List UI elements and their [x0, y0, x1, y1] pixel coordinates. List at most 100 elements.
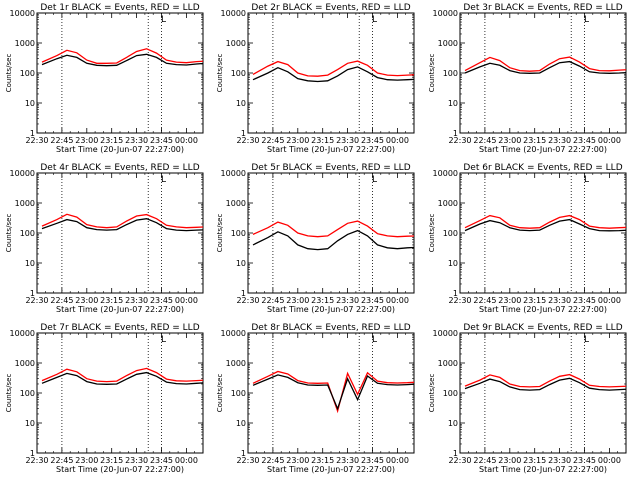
y-tick-label: 10 [448, 419, 458, 428]
series-line-events [41, 371, 203, 385]
corner-marker: L [161, 15, 166, 25]
x-tick-label: 23:45 [573, 136, 596, 145]
x-tick-label: 23:00 [498, 456, 521, 465]
y-tick-label: 10000 [221, 329, 246, 338]
x-tick-label: 00:00 [386, 136, 409, 145]
x-tick-label: 23:15 [311, 136, 334, 145]
x-tick-label: 23:15 [100, 456, 123, 465]
detector-panel: Det 8r BLACK = Events, RED = LLD L 1 10 100 1… [216, 323, 415, 474]
y-tick-label: 1000 [438, 359, 458, 368]
detector-panel: Det 3r BLACK = Events, RED = LLD L 1 10 100 1… [428, 3, 627, 154]
x-tick-label: 23:30 [548, 136, 571, 145]
x-tick-label: 23:15 [311, 296, 334, 305]
x-tick-label: 22:30 [448, 136, 471, 145]
x-tick-label: 22:30 [236, 456, 259, 465]
y-tick-label: 10 [448, 99, 458, 108]
y-tick-label: 1 [453, 129, 458, 138]
series-line-lld [464, 56, 626, 72]
x-axis-label: Start Time (20-Jun-07 22:27:00) [479, 305, 607, 314]
y-tick-label: 10000 [10, 169, 35, 178]
panel-title: Det 2r BLACK = Events, RED = LLD [251, 3, 410, 13]
series-line-lld [464, 214, 626, 229]
panel-title: Det 8r BLACK = Events, RED = LLD [251, 323, 410, 333]
y-tick-label: 100 [231, 69, 246, 78]
y-tick-label: 10 [25, 99, 35, 108]
y-tick-label: 1000 [438, 39, 458, 48]
detector-panel: Det 4r BLACK = Events, RED = LLD L 1 10 100 1… [5, 163, 204, 314]
x-axis-label: Start Time (20-Jun-07 22:27:00) [267, 465, 395, 474]
x-tick-label: 00:00 [175, 296, 198, 305]
y-tick-label: 1 [241, 129, 246, 138]
y-tick-label: 10 [236, 259, 246, 268]
y-axis-label: Counts/sec [216, 214, 224, 253]
y-tick-label: 1000 [15, 39, 35, 48]
x-tick-label: 23:45 [361, 456, 384, 465]
x-tick-label: 00:00 [386, 296, 409, 305]
x-tick-label: 00:00 [386, 456, 409, 465]
y-tick-label: 1 [241, 289, 246, 298]
x-tick-label: 23:45 [361, 136, 384, 145]
x-tick-label: 22:45 [473, 456, 496, 465]
panel-title: Det 5r BLACK = Events, RED = LLD [251, 163, 410, 173]
y-tick-label: 100 [20, 229, 35, 238]
y-tick-label: 10000 [433, 169, 458, 178]
x-tick-label: 22:30 [448, 456, 471, 465]
y-tick-label: 100 [231, 389, 246, 398]
y-tick-label: 1 [30, 449, 35, 458]
y-tick-label: 1000 [438, 199, 458, 208]
corner-marker: L [584, 15, 589, 25]
y-tick-label: 10000 [10, 9, 35, 18]
x-tick-label: 22:30 [25, 136, 48, 145]
x-tick-label: 22:30 [448, 296, 471, 305]
series-line-events [464, 60, 626, 74]
x-tick-label: 23:15 [523, 296, 546, 305]
x-tick-label: 00:00 [175, 136, 198, 145]
y-tick-label: 100 [443, 229, 458, 238]
series-line-events [252, 374, 414, 411]
corner-marker: L [372, 175, 377, 185]
y-axis-label: Counts/sec [5, 214, 13, 253]
x-tick-label: 22:45 [261, 456, 284, 465]
panel-title: Det 1r BLACK = Events, RED = LLD [40, 3, 199, 13]
corner-marker: L [584, 335, 589, 345]
y-tick-label: 1000 [226, 39, 246, 48]
x-axis-label: Start Time (20-Jun-07 22:27:00) [479, 465, 607, 474]
y-tick-label: 10000 [433, 329, 458, 338]
x-tick-label: 23:45 [150, 296, 173, 305]
y-tick-label: 1 [453, 289, 458, 298]
y-axis-label: Counts/sec [428, 374, 436, 413]
x-tick-label: 23:00 [75, 456, 98, 465]
x-tick-label: 23:00 [498, 136, 521, 145]
x-tick-label: 22:45 [261, 136, 284, 145]
x-tick-label: 22:45 [50, 456, 73, 465]
x-tick-label: 22:30 [236, 136, 259, 145]
x-tick-label: 23:45 [361, 296, 384, 305]
y-tick-label: 10 [25, 259, 35, 268]
x-tick-label: 22:30 [25, 456, 48, 465]
x-axis-label: Start Time (20-Jun-07 22:27:00) [56, 305, 184, 314]
x-tick-label: 23:30 [336, 136, 359, 145]
x-axis-label: Start Time (20-Jun-07 22:27:00) [267, 305, 395, 314]
y-tick-label: 1 [30, 289, 35, 298]
corner-marker: L [372, 335, 377, 345]
y-tick-label: 100 [20, 389, 35, 398]
y-tick-label: 100 [231, 229, 246, 238]
series-line-lld [252, 220, 414, 238]
x-tick-label: 23:30 [548, 296, 571, 305]
series-line-lld [41, 367, 203, 383]
x-tick-label: 23:30 [336, 296, 359, 305]
x-axis-label: Start Time (20-Jun-07 22:27:00) [56, 145, 184, 154]
x-axis-label: Start Time (20-Jun-07 22:27:00) [267, 145, 395, 154]
series-line-lld [41, 213, 203, 229]
y-tick-label: 1000 [15, 199, 35, 208]
series-line-lld [41, 48, 203, 64]
x-tick-label: 00:00 [598, 456, 621, 465]
x-tick-label: 22:30 [25, 296, 48, 305]
series-line-events [464, 377, 626, 391]
x-tick-label: 23:45 [150, 456, 173, 465]
y-tick-label: 1 [30, 129, 35, 138]
detector-panel: Det 6r BLACK = Events, RED = LLD L 1 10 100 1… [428, 163, 627, 314]
series-line-lld [252, 60, 414, 77]
x-tick-label: 00:00 [175, 456, 198, 465]
